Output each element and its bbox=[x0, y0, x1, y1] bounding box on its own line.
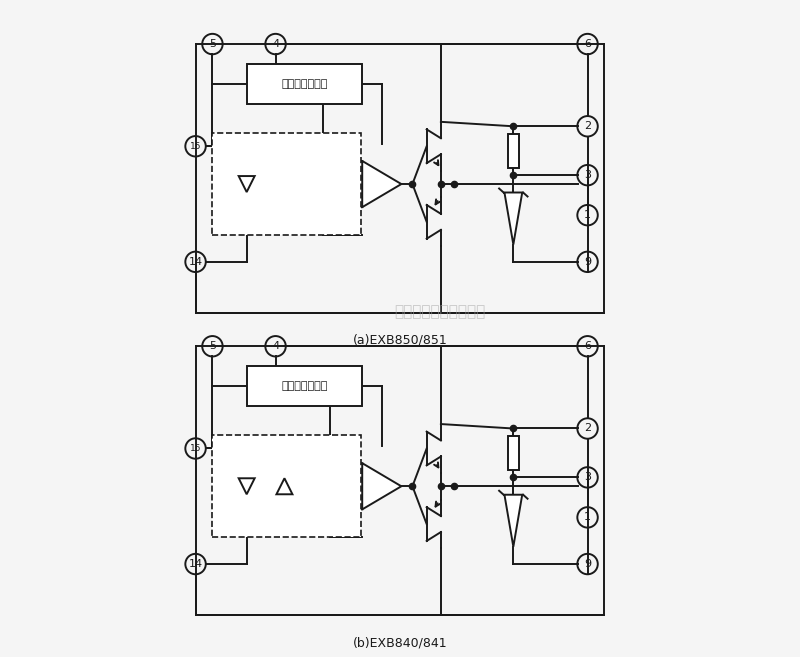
Polygon shape bbox=[505, 495, 522, 547]
Text: 6: 6 bbox=[584, 341, 591, 351]
Text: 过电流保护电路: 过电流保护电路 bbox=[282, 381, 328, 392]
Polygon shape bbox=[362, 463, 402, 509]
Text: 1: 1 bbox=[584, 210, 591, 220]
Text: 9: 9 bbox=[584, 559, 591, 569]
Polygon shape bbox=[277, 478, 293, 494]
Text: 5: 5 bbox=[209, 341, 216, 351]
Text: 6: 6 bbox=[584, 39, 591, 49]
Polygon shape bbox=[505, 193, 522, 244]
Polygon shape bbox=[238, 478, 254, 494]
Text: 1: 1 bbox=[584, 512, 591, 522]
Bar bbox=[246, 64, 362, 104]
Text: 15: 15 bbox=[190, 444, 202, 453]
Text: 杭州得睢科技有限公司: 杭州得睢科技有限公司 bbox=[394, 305, 486, 319]
Text: 5: 5 bbox=[209, 39, 216, 49]
Text: 15: 15 bbox=[190, 142, 202, 150]
Text: 2: 2 bbox=[584, 122, 591, 131]
Text: 过电流保护电路: 过电流保护电路 bbox=[282, 79, 328, 89]
Text: 3: 3 bbox=[584, 170, 591, 180]
Bar bbox=[213, 133, 362, 235]
Text: 14: 14 bbox=[189, 559, 202, 569]
Text: (a)EXB850/851: (a)EXB850/851 bbox=[353, 334, 447, 347]
Bar bbox=[508, 436, 518, 470]
Text: 2: 2 bbox=[584, 424, 591, 434]
Bar bbox=[213, 435, 362, 537]
Text: 4: 4 bbox=[272, 39, 279, 49]
Bar bbox=[246, 367, 362, 406]
Text: 3: 3 bbox=[584, 472, 591, 482]
Bar bbox=[508, 133, 518, 168]
Polygon shape bbox=[362, 161, 402, 207]
Text: 14: 14 bbox=[189, 257, 202, 267]
Polygon shape bbox=[238, 176, 254, 192]
Text: 9: 9 bbox=[584, 257, 591, 267]
Text: 4: 4 bbox=[272, 341, 279, 351]
Text: (b)EXB840/841: (b)EXB840/841 bbox=[353, 636, 447, 649]
